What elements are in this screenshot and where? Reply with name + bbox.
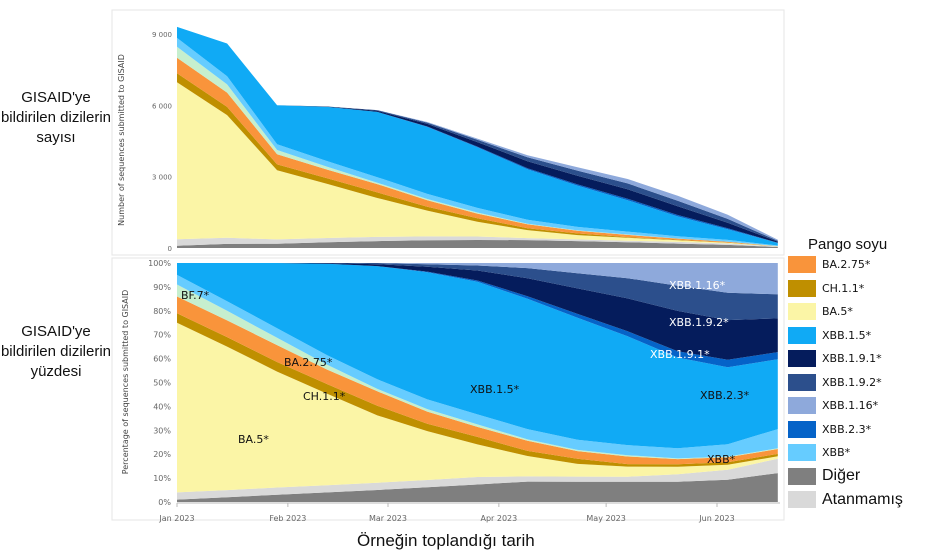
legend-item: XBB.1.9.2* <box>788 371 903 395</box>
legend-item: CH.1.1* <box>788 277 903 301</box>
percent-area-xbb <box>177 274 778 459</box>
legend-swatch <box>788 279 816 297</box>
legend-swatch <box>788 491 816 509</box>
legend-label: Diğer <box>822 467 861 485</box>
annotation-ba5: BA.5* <box>238 433 269 446</box>
count-area-xbb192 <box>177 26 778 242</box>
legend-item: XBB* <box>788 441 903 465</box>
legend-item: XBB.1.5* <box>788 324 903 348</box>
legend-item: Atanmamış <box>788 488 903 512</box>
percent-area-ba5 <box>177 322 778 493</box>
y-tick-label-percent: 20% <box>153 450 171 459</box>
annotation-xbb191: XBB.1.9.1* <box>650 348 710 361</box>
y-tick-label-percent: 70% <box>153 331 171 340</box>
x-axis-title: Örneğin toplandığı tarih <box>357 531 535 550</box>
legend-label: Atanmamış <box>822 490 903 508</box>
y-tick-label-percent: 40% <box>153 402 171 411</box>
annotation-ba275: BA.2.75* <box>284 356 333 369</box>
y-tick-label-count: 3 000 <box>152 174 172 182</box>
legend-swatch <box>788 444 816 462</box>
percent-area-xbb15 <box>177 263 778 449</box>
count-area-xbb191 <box>177 26 778 243</box>
legend-label: XBB.1.9.2* <box>822 375 882 389</box>
y-tick-label-percent: 50% <box>153 379 171 388</box>
count-area-dier <box>177 240 778 248</box>
legend-swatch <box>788 420 816 438</box>
y-tick-label-percent: 0% <box>158 498 171 507</box>
y-axis-title-count: Number of sequences submitted to GISAID <box>117 54 126 226</box>
count-area-xbb15 <box>177 26 778 246</box>
y-tick-label-count: 9 000 <box>152 31 172 39</box>
annotation-xbb: XBB* <box>707 453 736 466</box>
row-label-count: GISAID'ye bildirilen dizilerin sayısı <box>0 89 112 146</box>
legend-item: BA.2.75* <box>788 253 903 277</box>
legend-item: XBB.2.3* <box>788 418 903 442</box>
legend-label: BA.2.75* <box>822 258 871 272</box>
legend-swatch <box>788 256 816 274</box>
y-tick-label-percent: 80% <box>153 307 171 316</box>
legend-label: XBB.2.3* <box>822 422 872 436</box>
y-tick-label-count: 0 <box>168 245 172 253</box>
legend-label: XBB.1.16* <box>822 399 879 413</box>
annotation-xbb23: XBB.2.3* <box>700 389 750 402</box>
legend-label: XBB.1.5* <box>822 328 872 342</box>
x-tick-label: Jun 2023 <box>698 514 734 523</box>
annotation-ch11: CH.1.1* <box>303 390 346 403</box>
count-area-ba5 <box>177 82 778 247</box>
x-tick-label: Jan 2023 <box>158 514 194 523</box>
annotation-xbb15: XBB.1.5* <box>470 383 520 396</box>
legend-label: XBB.1.9.1* <box>822 352 882 366</box>
annotation-bf7: BF.7* <box>181 289 210 302</box>
y-tick-label-percent: 90% <box>153 283 171 292</box>
legend-label: BA.5* <box>822 305 853 319</box>
y-tick-label-percent: 100% <box>148 259 171 268</box>
legend-swatch <box>788 467 816 485</box>
y-tick-label-count: 6 000 <box>152 102 172 110</box>
legend-item: Diğer <box>788 465 903 489</box>
percent-area-atanmam <box>177 458 778 500</box>
legend-swatch <box>788 373 816 391</box>
row-label-percent: GISAID'ye bildirilen dizilerin yüzdesi <box>0 323 112 380</box>
legend-swatch <box>788 303 816 321</box>
x-tick-label: Mar 2023 <box>369 514 407 523</box>
legend-swatch <box>788 350 816 368</box>
percent-area-xbb191 <box>177 263 778 360</box>
percent-area-xbb116 <box>177 263 778 295</box>
percent-area-dier <box>177 473 778 502</box>
y-tick-label-percent: 10% <box>153 474 171 483</box>
legend-title: Pango soyu <box>808 236 888 253</box>
legend-swatch <box>788 397 816 415</box>
legend-swatch <box>788 326 816 344</box>
x-tick-label: Feb 2023 <box>269 514 306 523</box>
legend-item: BA.5* <box>788 300 903 324</box>
y-tick-label-percent: 30% <box>153 426 171 435</box>
y-tick-label-percent: 60% <box>153 355 171 364</box>
legend-label: XBB* <box>822 446 851 460</box>
legend-items: BA.2.75* CH.1.1* BA.5* XBB.1.5* XBB.1.9.1* XB… <box>788 253 903 512</box>
legend: Pango soyu BA.2.75* CH.1.1* BA.5* XBB.1.5* X… <box>788 236 903 512</box>
percent-area-xbb192 <box>177 263 778 321</box>
annotation-xbb192: XBB.1.9.2* <box>669 316 729 329</box>
count-area-atanmam <box>177 236 778 247</box>
annotation-xbb116: XBB.1.16* <box>669 279 726 292</box>
percent-area-ba275 <box>177 296 778 465</box>
legend-item: XBB.1.9.1* <box>788 347 903 371</box>
x-tick-label: May 2023 <box>586 514 625 523</box>
x-tick-label: Apr 2023 <box>480 514 517 523</box>
y-axis-title-percent: Percentage of sequences submitted to GIS… <box>121 290 130 475</box>
legend-label: CH.1.1* <box>822 281 865 295</box>
legend-item: XBB.1.16* <box>788 394 903 418</box>
